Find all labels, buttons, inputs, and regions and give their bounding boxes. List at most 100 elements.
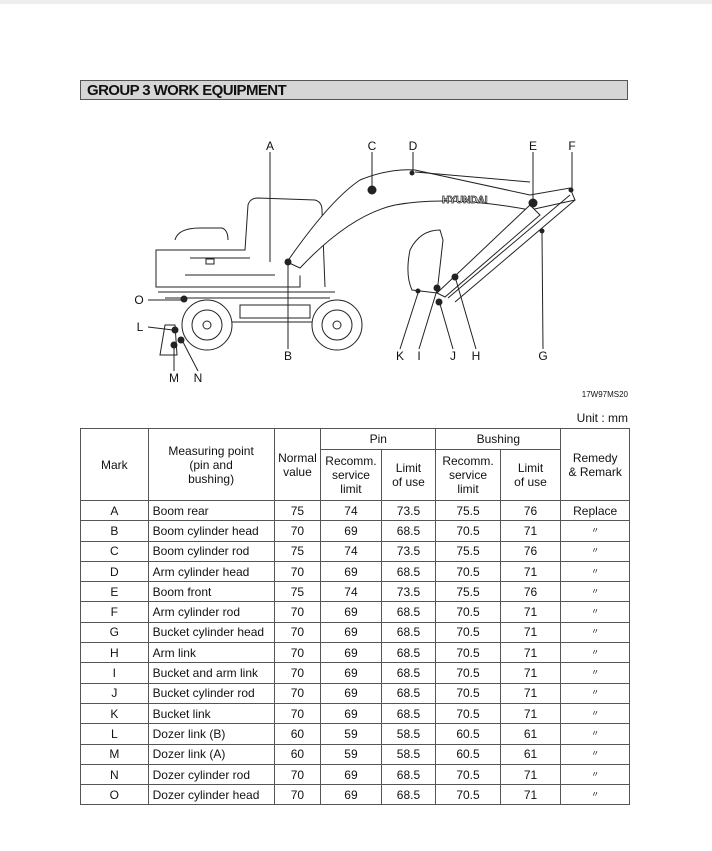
- cell-bush-recomm: 75.5: [435, 540, 501, 562]
- table-row: K Bucket link 70 69 68.5 70.5 71 〃: [80, 702, 630, 725]
- brand-logo: HYUNDAI: [442, 195, 488, 206]
- cell-bush-recomm: 60.5: [435, 743, 501, 765]
- cell-normal: 70: [273, 784, 322, 806]
- cell-mark: O: [80, 784, 149, 806]
- cell-mark: K: [80, 702, 149, 725]
- cell-point: Boom cylinder head: [147, 520, 275, 542]
- label-n: N: [193, 371, 203, 385]
- header-normal-value: Normal value: [273, 428, 322, 501]
- unit-label: Unit : mm: [576, 411, 628, 425]
- label-e: E: [528, 139, 538, 153]
- cell-normal: 75: [273, 581, 322, 603]
- cell-pin-limit: 68.5: [380, 601, 437, 623]
- table-row: I Bucket and arm link 70 69 68.5 70.5 71 〃: [80, 662, 630, 684]
- cell-pin-recomm: 69: [320, 520, 382, 542]
- cell-pin-recomm: 69: [320, 662, 382, 684]
- table-row: D Arm cylinder head 70 69 68.5 70.5 71 〃: [80, 560, 630, 583]
- cell-normal: 70: [273, 601, 322, 623]
- cell-point: Bucket link: [147, 702, 275, 725]
- cell-bush-limit: 61: [499, 743, 562, 765]
- cell-mark: E: [80, 581, 149, 603]
- label-h: H: [471, 349, 481, 363]
- cell-mark: L: [80, 723, 149, 745]
- cell-mark: H: [80, 642, 149, 664]
- cell-bush-limit: 71: [499, 621, 562, 644]
- cell-bush-limit: 71: [499, 601, 562, 623]
- cell-pin-recomm: 69: [320, 763, 382, 786]
- cell-pin-recomm: 74: [320, 581, 382, 603]
- cell-mark: N: [80, 763, 149, 786]
- cell-bush-recomm: 70.5: [435, 520, 501, 542]
- cell-pin-recomm: 69: [320, 601, 382, 623]
- cell-normal: 70: [273, 662, 322, 684]
- cell-mark: B: [80, 520, 149, 542]
- cell-remedy: 〃: [560, 581, 630, 603]
- cell-bush-limit: 76: [499, 499, 562, 522]
- cell-remedy: 〃: [560, 540, 630, 562]
- cell-point: Boom rear: [147, 499, 275, 522]
- cell-pin-limit: 68.5: [380, 560, 437, 583]
- table-row: H Arm link 70 69 68.5 70.5 71 〃: [80, 642, 630, 664]
- cell-remedy: Replace: [560, 499, 630, 522]
- table-row: J Bucket cylinder rod 70 69 68.5 70.5 71 〃: [80, 682, 630, 704]
- header-mark: Mark: [80, 428, 149, 501]
- cell-pin-limit: 73.5: [380, 499, 437, 522]
- cell-bush-limit: 71: [499, 682, 562, 704]
- label-l: L: [136, 320, 144, 334]
- cell-pin-limit: 68.5: [380, 621, 437, 644]
- header-pin-recomm: Recomm. service limit: [320, 449, 382, 501]
- cell-normal: 70: [273, 560, 322, 583]
- cell-pin-recomm: 59: [320, 723, 382, 745]
- cell-mark: D: [80, 560, 149, 583]
- table-row: E Boom front 75 74 73.5 75.5 76 〃: [80, 581, 630, 603]
- cell-point: Arm link: [147, 642, 275, 664]
- table-row: L Dozer link (B) 60 59 58.5 60.5 61 〃: [80, 723, 630, 745]
- label-k: K: [395, 349, 405, 363]
- cell-remedy: 〃: [560, 621, 630, 644]
- cell-normal: 75: [273, 499, 322, 522]
- cell-bush-recomm: 70.5: [435, 560, 501, 583]
- cell-remedy: 〃: [560, 682, 630, 704]
- cell-pin-recomm: 69: [320, 621, 382, 644]
- cell-pin-limit: 58.5: [380, 743, 437, 765]
- cell-bush-limit: 71: [499, 642, 562, 664]
- table-row: C Boom cylinder rod 75 74 73.5 75.5 76 〃: [80, 540, 630, 562]
- cell-remedy: 〃: [560, 784, 630, 806]
- cell-bush-recomm: 70.5: [435, 601, 501, 623]
- cell-point: Dozer cylinder head: [147, 784, 275, 806]
- cell-remedy: 〃: [560, 743, 630, 765]
- cell-bush-recomm: 75.5: [435, 581, 501, 603]
- header-pin: Pin: [320, 428, 437, 450]
- page-top-edge: [0, 0, 712, 4]
- cell-remedy: 〃: [560, 520, 630, 542]
- cell-normal: 70: [273, 621, 322, 644]
- label-g: G: [538, 349, 548, 363]
- cell-pin-limit: 68.5: [380, 682, 437, 704]
- cell-point: Dozer link (A): [147, 743, 275, 765]
- header-pin-limit: Limit of use: [380, 449, 437, 501]
- cell-remedy: 〃: [560, 601, 630, 623]
- label-a: A: [265, 139, 275, 153]
- label-c: C: [367, 139, 377, 153]
- cell-point: Bucket and arm link: [147, 662, 275, 684]
- cell-remedy: 〃: [560, 723, 630, 745]
- header-bushing-limit: Limit of use: [499, 449, 562, 501]
- pin-bushing-table: Mark Measuring point (pin and bushing) N…: [80, 428, 630, 806]
- label-o: O: [134, 293, 144, 307]
- cell-bush-limit: 61: [499, 723, 562, 745]
- header-bushing-recomm: Recomm. service limit: [435, 449, 501, 501]
- cell-bush-limit: 71: [499, 763, 562, 786]
- cell-bush-recomm: 70.5: [435, 662, 501, 684]
- cell-pin-limit: 68.5: [380, 784, 437, 806]
- label-i: I: [417, 349, 421, 363]
- cell-normal: 70: [273, 702, 322, 725]
- cell-bush-limit: 71: [499, 520, 562, 542]
- cell-point: Arm cylinder rod: [147, 601, 275, 623]
- label-m: M: [169, 371, 179, 385]
- cell-pin-recomm: 69: [320, 642, 382, 664]
- cell-point: Dozer link (B): [147, 723, 275, 745]
- table-row: F Arm cylinder rod 70 69 68.5 70.5 71 〃: [80, 601, 630, 623]
- cell-point: Bucket cylinder rod: [147, 682, 275, 704]
- cell-bush-recomm: 70.5: [435, 621, 501, 644]
- table-row: M Dozer link (A) 60 59 58.5 60.5 61 〃: [80, 743, 630, 765]
